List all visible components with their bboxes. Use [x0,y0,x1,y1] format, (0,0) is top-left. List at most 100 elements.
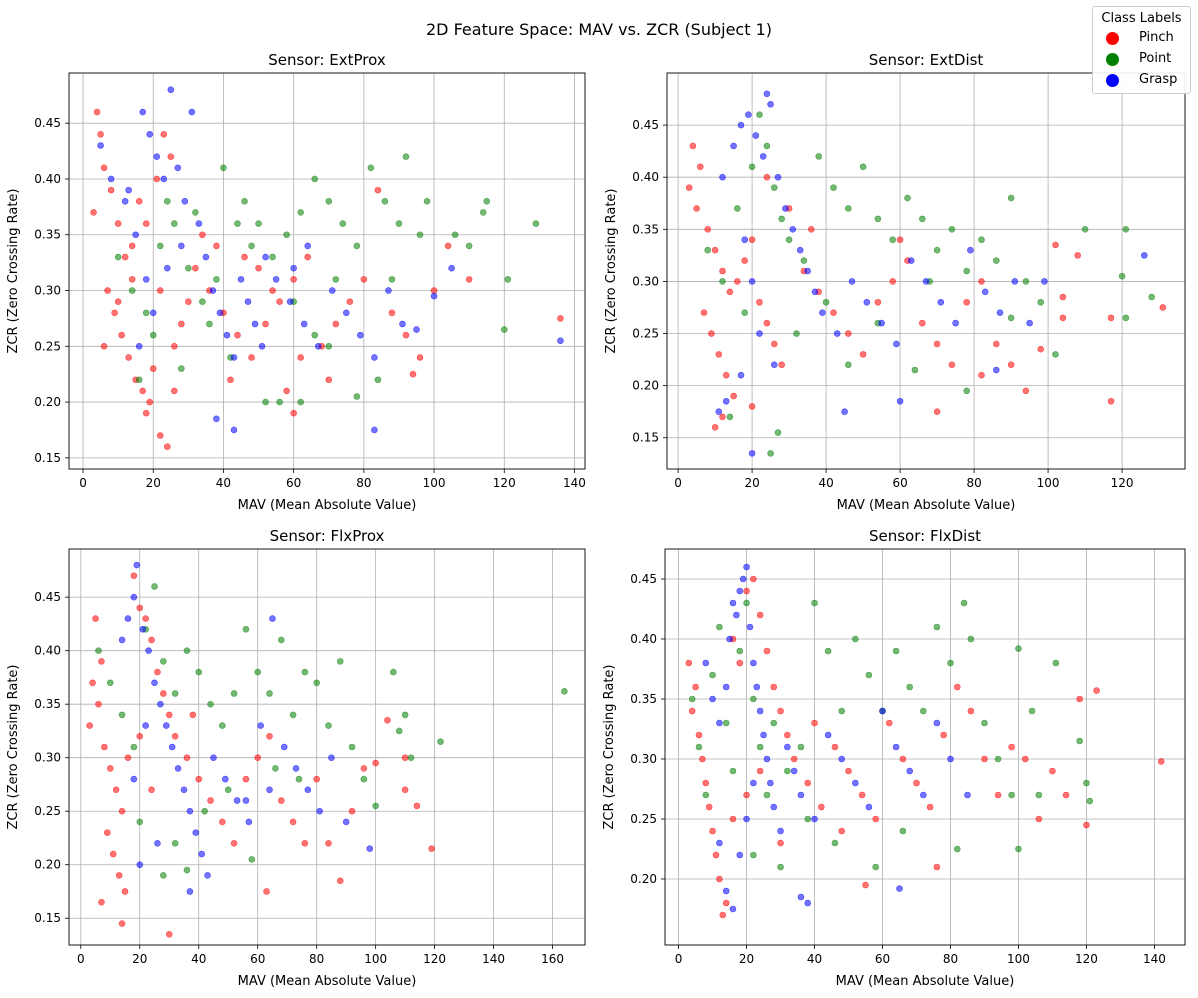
scatter-point-grasp [1026,319,1033,327]
scatter-point-grasp [230,354,238,361]
scatter-point-pinch [136,732,144,740]
scatter-point-point [1015,645,1022,652]
scatter-point-pinch [388,309,396,317]
scatter-point-pinch [289,818,297,826]
x-axis-label: MAV (Mean Absolute Value) [238,974,417,989]
scatter-point-point [195,668,203,676]
scatter-point-pinch [121,253,129,261]
scatter-point-point [374,376,382,384]
scatter-point-pinch [104,829,111,836]
scatter-point-pinch [992,340,1000,348]
scatter-point-grasp [186,807,194,815]
scatter-point-point [269,253,276,261]
scatter-point-grasp [178,242,185,250]
scatter-point-grasp [136,861,144,869]
scatter-point-grasp [163,722,170,729]
scatter-point-grasp [125,186,132,194]
scatter-point-pinch [926,803,934,811]
scatter-point-point [416,231,424,239]
scatter-point-grasp [896,885,903,892]
scatter-point-grasp [952,319,959,327]
scatter-point-pinch [336,877,344,885]
scatter-point-pinch [325,840,332,847]
scatter-point-grasp [863,298,871,306]
scatter-point-pinch [254,754,262,762]
scatter-point-grasp [292,765,300,772]
scatter-point-pinch [139,387,147,395]
scatter-point-pinch [1107,314,1115,322]
scatter-point-point [904,194,911,202]
scatter-point-grasp [729,905,737,913]
scatter-point-pinch [230,840,238,847]
scatter-point-pinch [348,807,356,815]
scatter-point-point [266,690,273,697]
scatter-point-point [784,767,791,775]
legend-title: Class Labels [1101,11,1182,26]
scatter-point-pinch [290,276,297,283]
scatter-point-pinch [692,683,699,691]
scatter-point-pinch [1076,695,1083,703]
scatter-point-pinch [444,242,452,250]
scatter-point-pinch [92,615,99,622]
legend-marker-grasp [1106,74,1119,87]
scatter-point-grasp [920,791,927,799]
scatter-point-pinch [266,732,273,740]
scatter-point-point [213,276,220,283]
scatter-point-pinch [688,707,696,715]
scatter-point-grasp [967,246,974,254]
scatter-point-grasp [195,220,203,227]
scatter-point-grasp [748,278,756,285]
scatter-point-point [736,647,744,655]
scatter-point-point [726,413,734,421]
scatter-point-point [1035,791,1043,799]
scatter-point-point [395,220,403,227]
y-tick-label: 0.35 [34,697,61,711]
scatter-point-pinch [416,354,424,361]
y-tick-label: 0.45 [630,572,657,586]
scatter-point-grasp [770,803,778,811]
panel-title: Sensor: ExtDist [869,51,984,69]
scatter-point-grasp [328,754,335,762]
scatter-point-grasp [316,807,323,815]
scatter-point-point [963,267,971,275]
scatter-point-grasp [118,636,126,644]
scatter-point-pinch [89,679,96,687]
x-tick-label: 20 [146,476,161,490]
scatter-point-point [262,398,269,406]
scatter-point-point [960,599,968,607]
scatter-point-pinch [234,331,241,339]
scatter-point-point [183,647,191,654]
x-axis-label: MAV (Mean Absolute Value) [836,974,1015,989]
scatter-point-point [313,679,320,687]
scatter-point-point [1007,194,1015,202]
scatter-point-pinch [913,779,920,787]
scatter-point-pinch [332,320,340,328]
scatter-point-grasp [107,175,115,183]
scatter-point-grasp [819,309,826,316]
scatter-point-point [852,635,859,643]
scatter-point-pinch [248,354,255,361]
scatter-point-point [933,623,941,631]
scatter-point-grasp [892,743,900,751]
scatter-point-pinch [693,205,700,212]
scatter-point-pinch [933,408,941,415]
y-tick-label: 0.15 [632,431,659,445]
y-tick-label: 0.30 [34,751,61,765]
scatter-point-grasp [992,366,1000,374]
y-tick-label: 0.45 [34,590,61,604]
x-tick-label: 40 [191,952,206,966]
scatter-point-point [219,722,226,729]
x-tick-label: 0 [675,952,683,966]
scatter-point-pinch [858,791,866,799]
y-tick-label: 0.25 [632,327,659,341]
y-tick-label: 0.15 [34,451,61,465]
legend-entry-point: Point [1093,50,1190,71]
scatter-point-point [838,707,846,715]
scatter-point-pinch [428,845,435,852]
y-tick-label: 0.30 [630,752,657,766]
scatter-point-pinch [716,875,723,883]
scatter-point-grasp [848,278,856,285]
scatter-point-point [822,298,830,306]
scatter-point-point [332,276,340,283]
scatter-point-grasp [736,851,744,859]
